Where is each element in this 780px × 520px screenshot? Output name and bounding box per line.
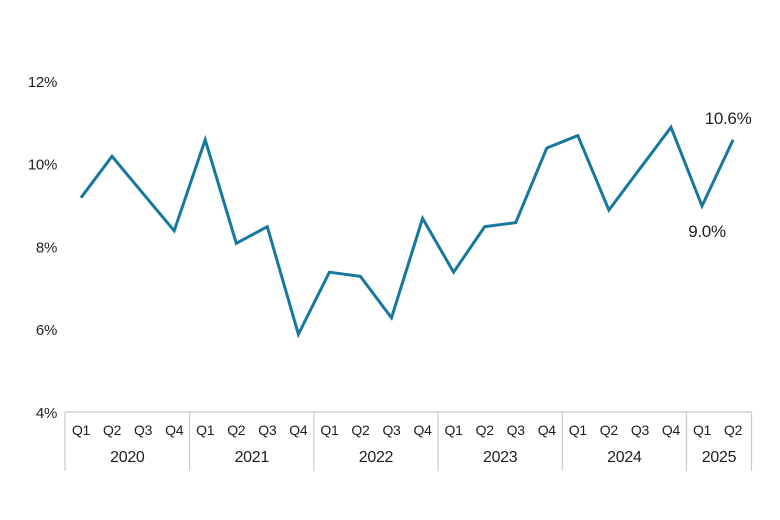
value-annotation: 10.6%	[705, 109, 752, 128]
quarter-tick-label: Q3	[258, 422, 277, 438]
quarter-tick-label: Q2	[351, 422, 370, 438]
year-label: 2025	[702, 449, 737, 466]
year-label: 2022	[359, 449, 394, 466]
quarter-tick-label: Q1	[445, 422, 464, 438]
quarter-tick-label: Q4	[414, 422, 433, 438]
quarter-tick-label: Q3	[507, 422, 526, 438]
quarter-tick-label: Q3	[631, 422, 650, 438]
data-line	[79, 124, 735, 339]
quarter-tick-label: Q2	[724, 422, 743, 438]
quarter-tick-label: Q4	[662, 422, 681, 438]
year-label: 2020	[110, 449, 145, 466]
year-label: 2023	[483, 449, 518, 466]
quarter-tick-label: Q2	[103, 422, 122, 438]
year-label: 2024	[607, 449, 642, 466]
y-axis-tick-label: 10%	[28, 157, 57, 174]
value-annotation: 9.0%	[688, 222, 726, 241]
quarter-tick-label: Q2	[227, 422, 246, 438]
quarter-tick-label: Q4	[289, 422, 308, 438]
quarter-tick-label: Q1	[569, 422, 588, 438]
quarter-tick-label: Q1	[693, 422, 712, 438]
y-axis-tick-label: 8%	[36, 239, 57, 256]
quarter-tick-label: Q4	[538, 422, 557, 438]
quarter-tick-label: Q4	[165, 422, 184, 438]
quarter-tick-label: Q1	[320, 422, 339, 438]
year-label: 2021	[235, 449, 270, 466]
y-axis-tick-label: 6%	[36, 322, 57, 339]
quarter-tick-label: Q2	[476, 422, 495, 438]
y-axis-tick-label: 12%	[28, 74, 57, 91]
quarter-tick-label: Q3	[134, 422, 153, 438]
y-axis-tick-label: 4%	[36, 405, 57, 422]
quarter-tick-label: Q3	[382, 422, 401, 438]
quarter-tick-label: Q2	[600, 422, 619, 438]
quarter-tick-label: Q1	[72, 422, 91, 438]
quarter-tick-label: Q1	[196, 422, 215, 438]
